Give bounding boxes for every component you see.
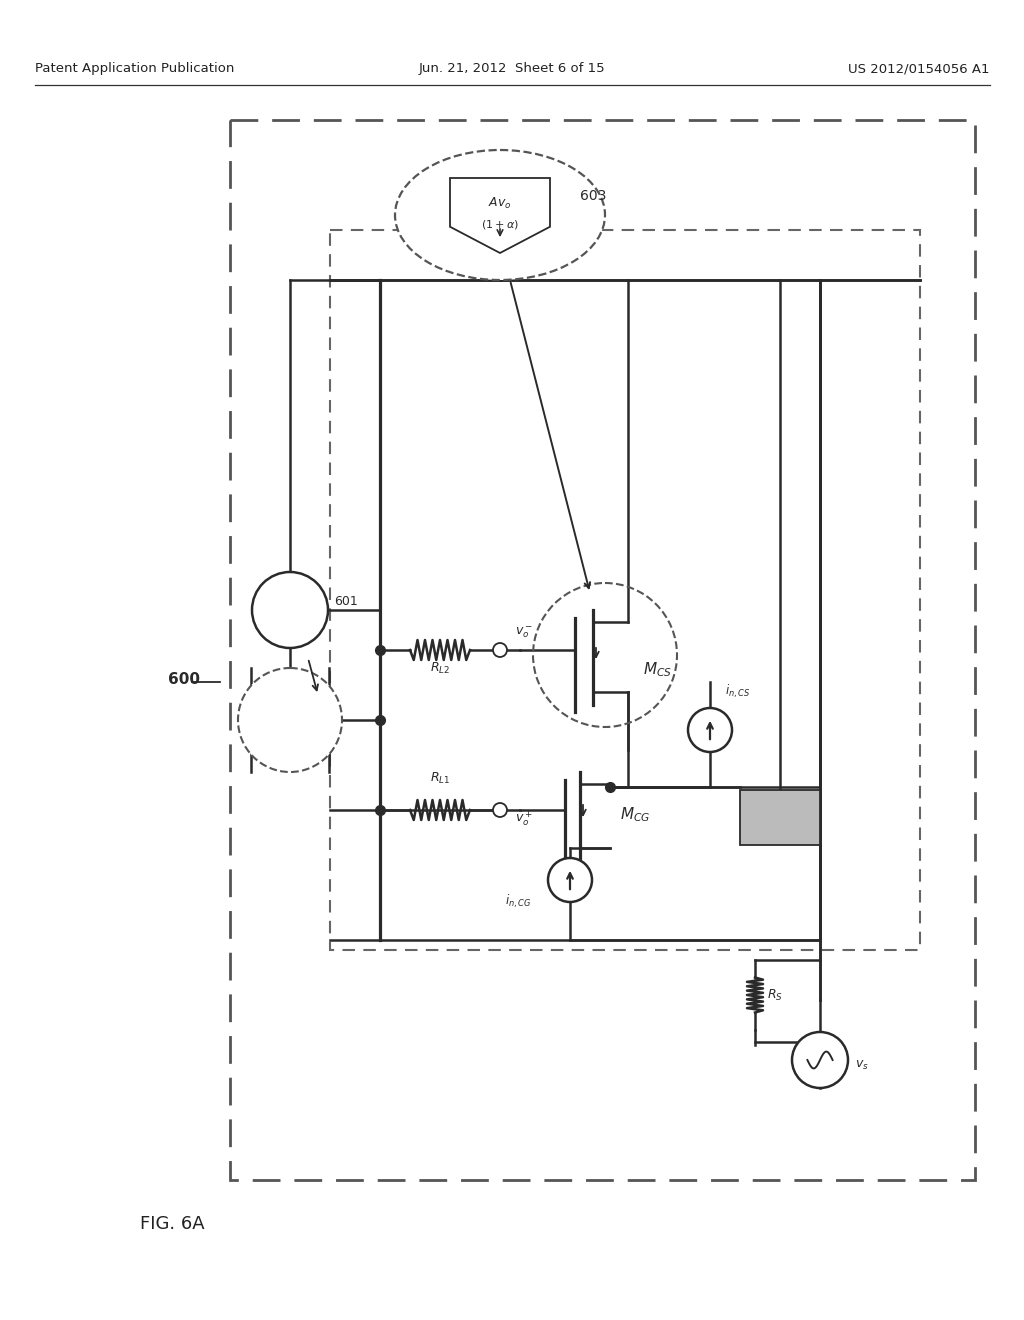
Text: Jun. 21, 2012  Sheet 6 of 15: Jun. 21, 2012 Sheet 6 of 15 (419, 62, 605, 75)
Text: 603: 603 (580, 189, 606, 203)
Text: $Av_o$: $Av_o$ (488, 195, 512, 211)
Circle shape (238, 668, 342, 772)
Text: $v_o^+$: $v_o^+$ (515, 809, 534, 828)
Text: 600: 600 (168, 672, 200, 688)
Text: $R_{L2}$: $R_{L2}$ (430, 661, 451, 676)
Circle shape (493, 643, 507, 657)
Circle shape (548, 858, 592, 902)
Text: 601: 601 (334, 595, 357, 609)
Circle shape (493, 803, 507, 817)
Polygon shape (450, 178, 550, 253)
Circle shape (792, 1032, 848, 1088)
Text: US 2012/0154056 A1: US 2012/0154056 A1 (849, 62, 990, 75)
FancyBboxPatch shape (740, 789, 820, 845)
Text: $R_{L1}$: $R_{L1}$ (430, 771, 451, 787)
Text: $i_{n,CG}$: $i_{n,CG}$ (505, 892, 531, 909)
Text: Patent Application Publication: Patent Application Publication (35, 62, 234, 75)
Text: $(1+\alpha)$: $(1+\alpha)$ (481, 218, 519, 231)
Text: $i_{n,CS}$: $i_{n,CS}$ (725, 682, 751, 700)
Ellipse shape (395, 150, 605, 280)
Text: $R_S$: $R_S$ (767, 987, 783, 1003)
Text: FIG. 6A: FIG. 6A (140, 1214, 205, 1233)
Text: $M_{CG}$: $M_{CG}$ (620, 805, 650, 825)
Circle shape (688, 708, 732, 752)
Text: $M_{CS}$: $M_{CS}$ (643, 660, 672, 680)
Circle shape (252, 572, 328, 648)
Text: $v_o^-$: $v_o^-$ (515, 624, 534, 640)
Text: $v_s$: $v_s$ (855, 1059, 868, 1072)
